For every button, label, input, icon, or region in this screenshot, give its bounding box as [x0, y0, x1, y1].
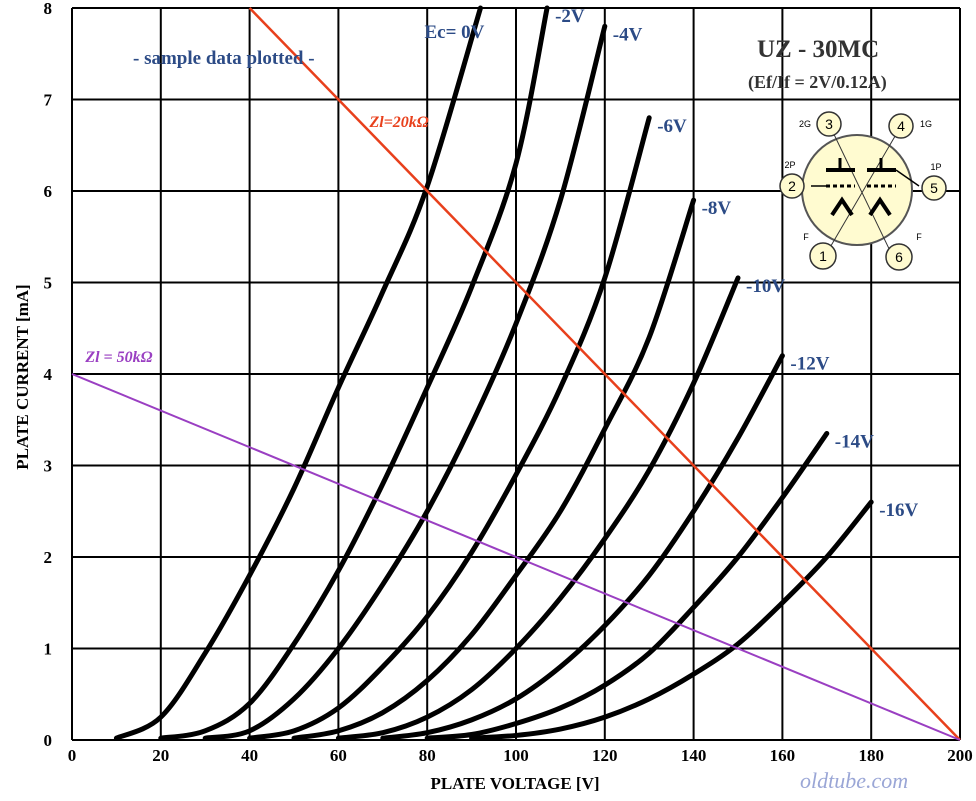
y-tick-label: 8: [44, 0, 53, 18]
svg-text:2G: 2G: [799, 119, 811, 129]
x-axis-title: PLATE VOLTAGE [V]: [430, 774, 599, 793]
load-line: [71, 373, 961, 741]
curve-2v: [158, 5, 550, 741]
x-tick-label: 80: [419, 746, 436, 765]
chart-title: UZ - 30MC: [757, 36, 879, 63]
curve-6v: [247, 115, 652, 741]
pin-5: 5 1P: [921, 162, 947, 201]
x-tick-label: 0: [68, 746, 77, 765]
svg-text:6: 6: [895, 249, 903, 265]
load-line: [248, 7, 961, 741]
electrode-symbols: [811, 158, 920, 217]
x-tick-label: 140: [681, 746, 707, 765]
watermark: oldtube.com: [800, 768, 908, 793]
y-tick-label: 3: [44, 457, 53, 476]
series-label: Ec= 0V: [424, 22, 484, 43]
svg-text:2: 2: [788, 178, 796, 194]
y-tick-label: 1: [44, 640, 53, 659]
load-line-label: Zl=20kΩ: [368, 114, 428, 131]
x-tick-label: 20: [152, 746, 169, 765]
pin-1: 1 F: [803, 232, 837, 270]
svg-text:5: 5: [930, 180, 938, 196]
svg-text:1P: 1P: [930, 162, 941, 172]
pin-6: 6 F: [885, 232, 922, 271]
series-label: -14V: [835, 431, 874, 452]
curve-16v: [469, 499, 874, 741]
curve-8v: [291, 197, 697, 741]
pin-3: 3 2G: [799, 111, 842, 137]
series-label: -4V: [613, 24, 643, 45]
tick-labels: 0 20 40 60 80 100 120 140 160 180 200 0 1 2 3 4 5 6 7 8: [44, 0, 973, 765]
chart-subtitle: (Ef/If = 2V/0.12A): [748, 72, 887, 93]
series-label: -16V: [879, 500, 918, 521]
svg-text:F: F: [803, 232, 809, 242]
svg-text:2P: 2P: [784, 160, 795, 170]
series-label: -6V: [657, 116, 687, 137]
svg-text:3: 3: [825, 116, 833, 132]
y-tick-label: 5: [44, 274, 53, 293]
load-lines: Zl=20kΩ Zl = 50kΩ: [71, 7, 961, 741]
pin-2: 2 2P: [779, 160, 805, 199]
svg-text:F: F: [916, 232, 922, 242]
curve-ec0v: [113, 5, 483, 741]
series-label: -12V: [790, 354, 829, 375]
y-tick-label: 7: [44, 91, 53, 110]
tube-pinout-diagram: 3 2G 4 1G 2 2P 5 1P 1 F 6 F: [779, 111, 947, 271]
svg-text:1G: 1G: [920, 119, 932, 129]
y-tick-label: 2: [44, 548, 53, 567]
curve-12v: [380, 353, 785, 741]
x-tick-label: 160: [770, 746, 796, 765]
svg-text:4: 4: [897, 118, 905, 134]
y-tick-label: 0: [44, 731, 53, 750]
x-tick-label: 40: [241, 746, 258, 765]
curve-14v: [424, 430, 830, 741]
x-tick-label: 120: [592, 746, 618, 765]
x-tick-label: 100: [503, 746, 529, 765]
y-tick-label: 4: [44, 365, 53, 384]
y-axis-title: PLATE CURRENT [mA]: [13, 284, 32, 469]
series-label: -10V: [746, 276, 785, 297]
pin-4: 4 1G: [888, 113, 932, 139]
plate-curves: Ec= 0V -2V -4V -6V -8V -10V -12V -14V -16V: [113, 5, 919, 741]
y-tick-label: 6: [44, 182, 53, 201]
series-label: -2V: [555, 6, 585, 27]
series-label: -8V: [702, 198, 732, 219]
x-tick-label: 180: [858, 746, 884, 765]
load-line-label: Zl = 50kΩ: [84, 349, 152, 366]
chart-note: - sample data plotted -: [133, 48, 315, 69]
curve-10v: [335, 275, 741, 741]
curve-4v: [202, 23, 608, 741]
svg-text:1: 1: [819, 248, 827, 264]
x-tick-label: 60: [330, 746, 347, 765]
x-tick-label: 200: [947, 746, 973, 765]
